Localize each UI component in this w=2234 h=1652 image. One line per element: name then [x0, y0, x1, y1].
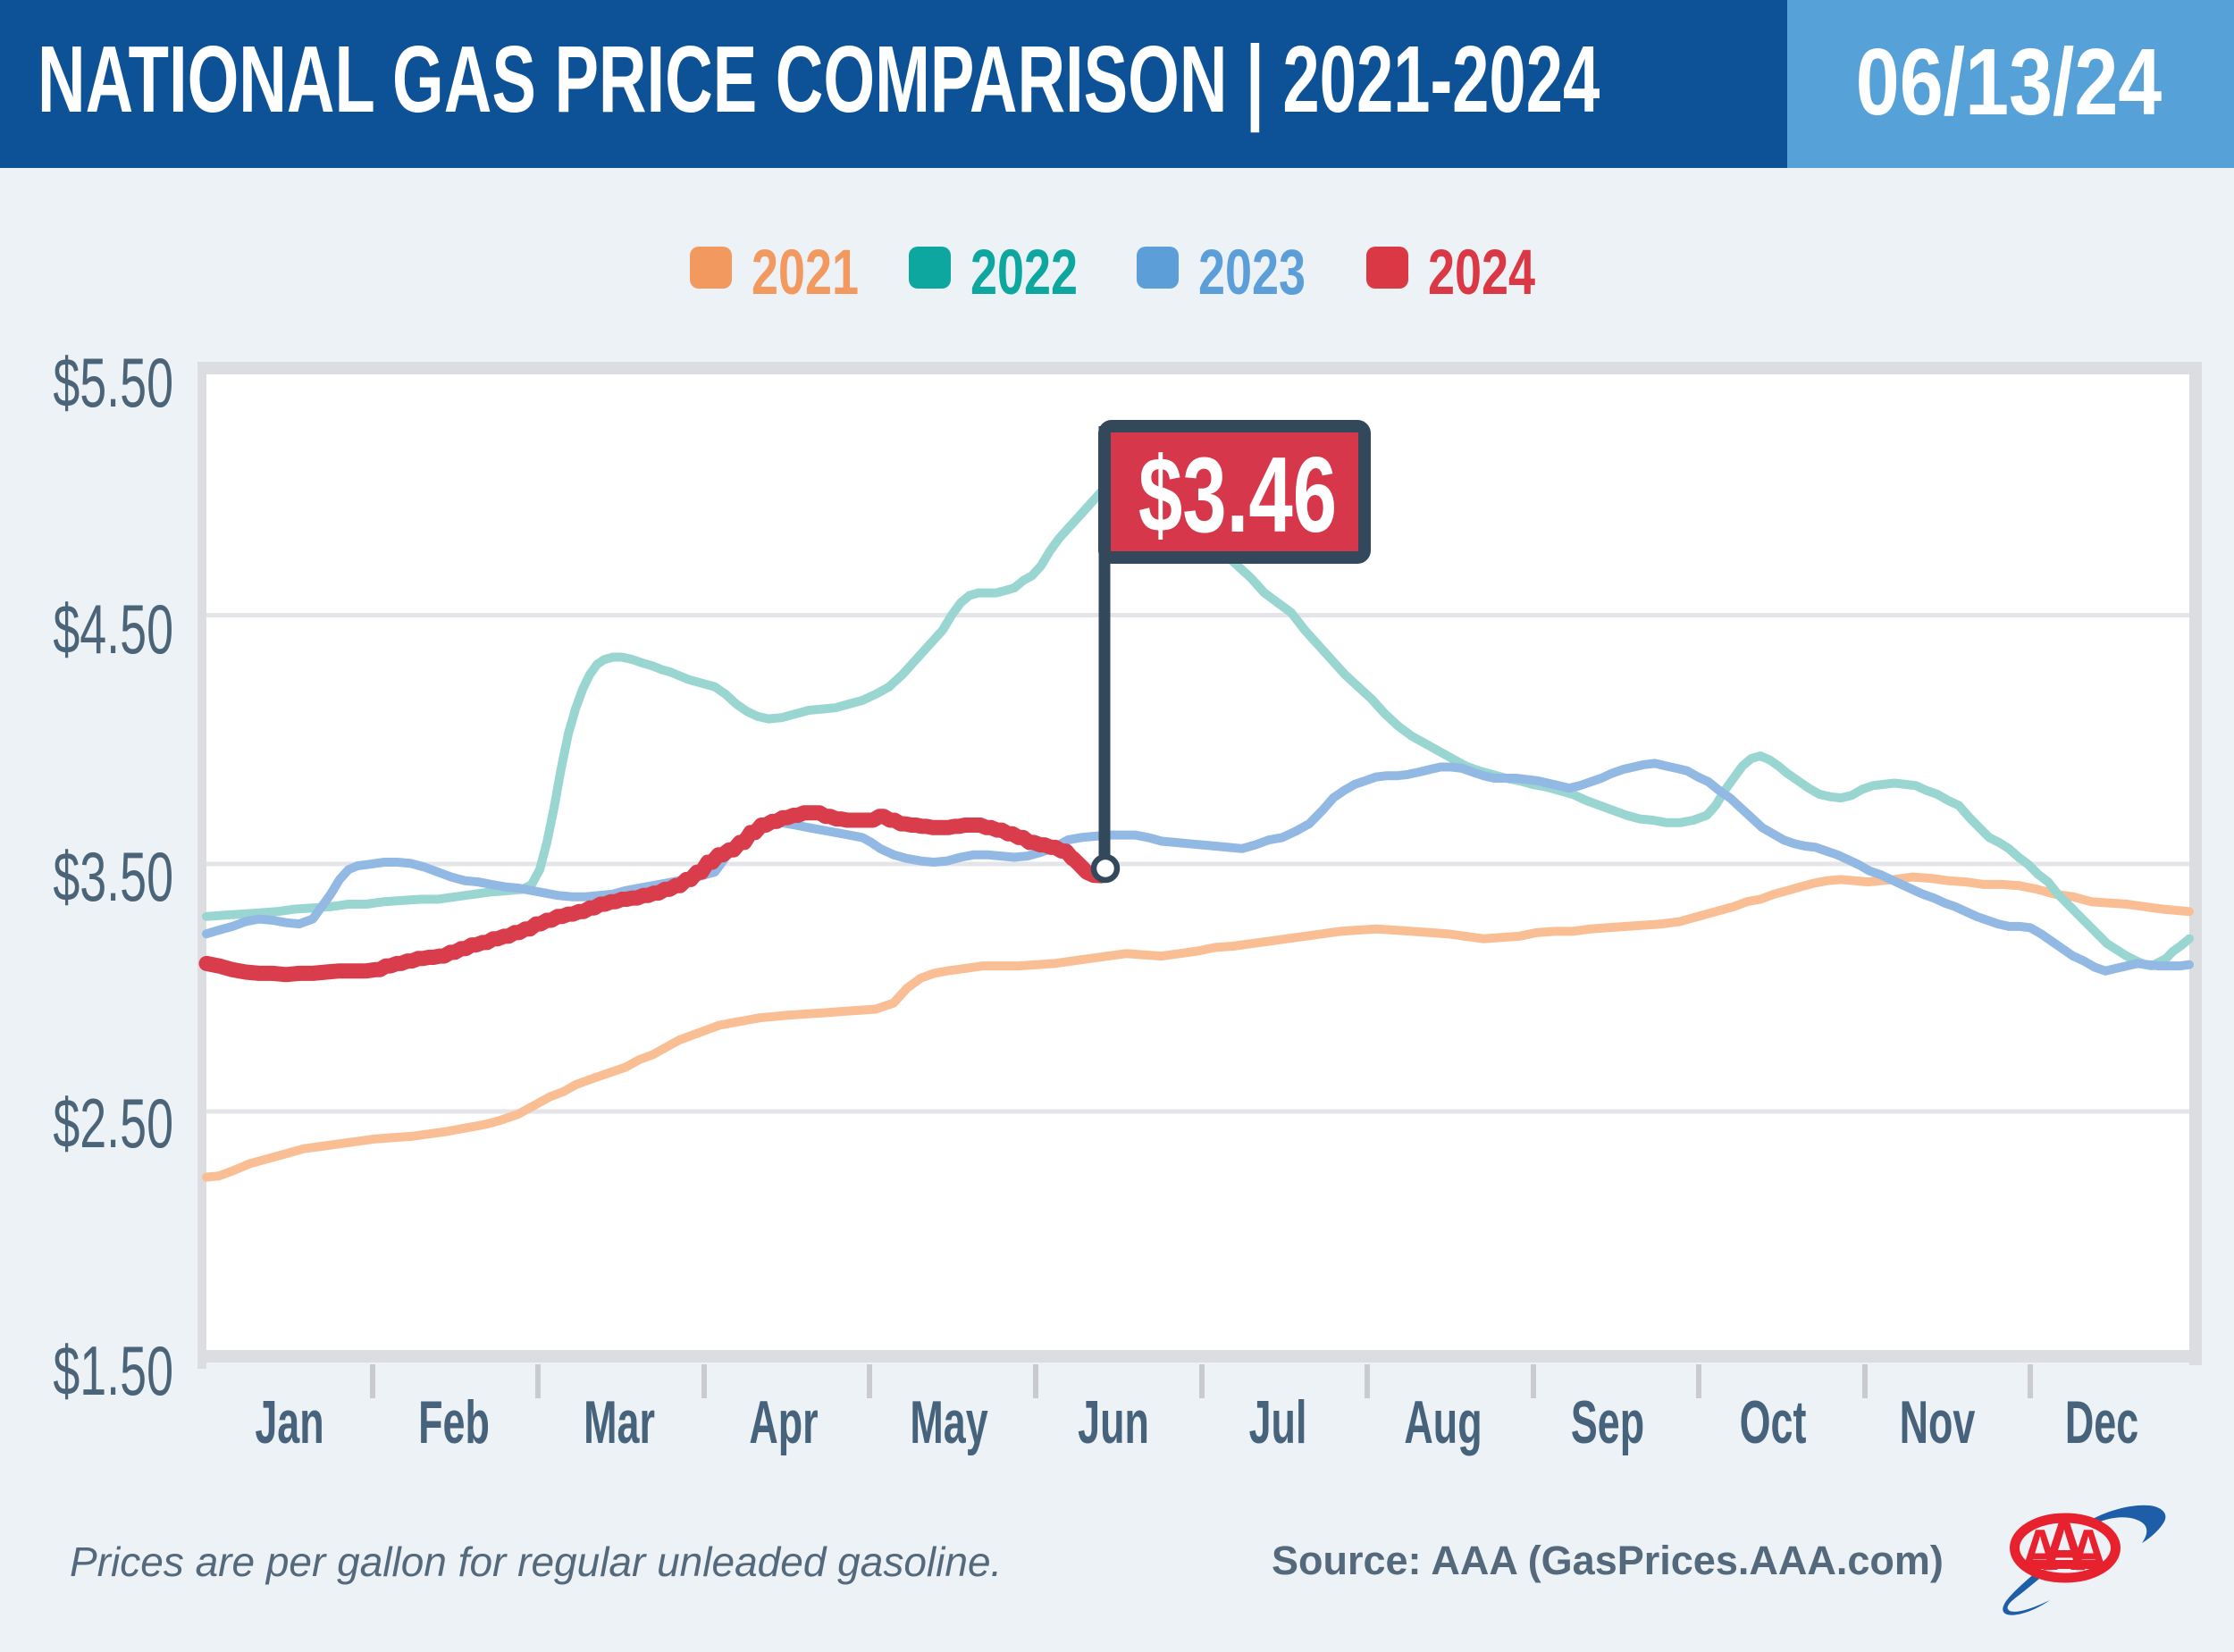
svg-text:$3.46: $3.46 [1138, 435, 1337, 555]
svg-text:A: A [2070, 1518, 2107, 1583]
svg-text:$3.50: $3.50 [53, 838, 173, 916]
svg-text:Apr: Apr [749, 1389, 818, 1457]
svg-text:Sep: Sep [1571, 1389, 1644, 1457]
svg-text:$4.50: $4.50 [53, 591, 173, 668]
svg-text:Jul: Jul [1249, 1389, 1307, 1457]
svg-text:2021: 2021 [752, 238, 859, 308]
svg-text:May: May [910, 1389, 987, 1457]
svg-text:Prices are per gallon for regu: Prices are per gallon for regular unlead… [70, 1539, 1002, 1585]
svg-text:2024: 2024 [1428, 238, 1535, 308]
svg-text:NATIONAL GAS PRICE COMPARISON: NATIONAL GAS PRICE COMPARISON | 2021-202… [38, 27, 1600, 133]
svg-text:Jun: Jun [1078, 1389, 1149, 1457]
svg-text:Jan: Jan [255, 1389, 323, 1457]
svg-text:2023: 2023 [1198, 238, 1306, 308]
svg-text:A: A [2042, 1507, 2087, 1585]
svg-text:Dec: Dec [2065, 1389, 2138, 1457]
svg-text:Feb: Feb [418, 1389, 490, 1457]
svg-text:$1.50: $1.50 [53, 1332, 173, 1410]
svg-text:06/13/24: 06/13/24 [1856, 29, 2162, 135]
svg-text:Oct: Oct [1740, 1389, 1807, 1457]
svg-text:Source: AAA (GasPrices.AAA.com: Source: AAA (GasPrices.AAA.com) [1272, 1538, 1944, 1583]
svg-text:Mar: Mar [584, 1389, 655, 1457]
svg-text:2022: 2022 [970, 238, 1078, 308]
svg-text:A: A [2021, 1518, 2059, 1583]
svg-text:$5.50: $5.50 [53, 344, 173, 422]
svg-text:$2.50: $2.50 [53, 1085, 173, 1162]
svg-text:Nov: Nov [1900, 1389, 1976, 1457]
svg-text:Aug: Aug [1404, 1389, 1482, 1457]
